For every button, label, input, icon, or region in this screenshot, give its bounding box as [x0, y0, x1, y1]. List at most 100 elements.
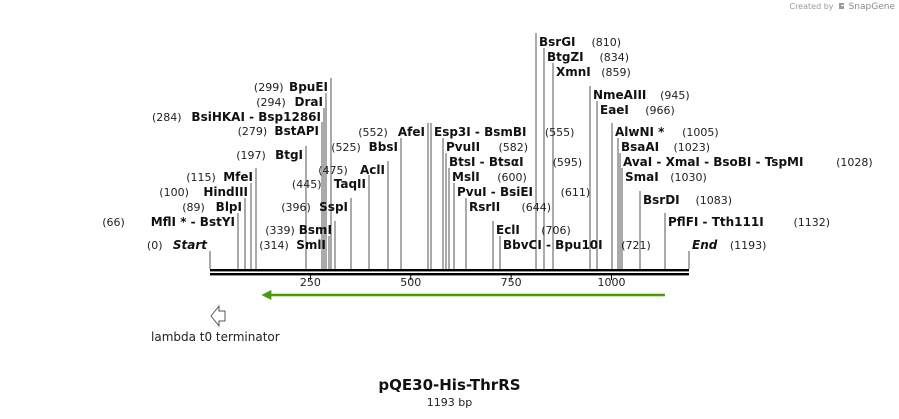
site-position: (445) [292, 178, 322, 191]
feature-label: lambda t0 terminator [151, 330, 280, 344]
start-label: Start [173, 238, 208, 252]
site-name: BlpI [216, 200, 242, 214]
site-label: BsrDI (1083) [643, 193, 732, 207]
orf-arrow [261, 290, 665, 300]
site-position: (0) [147, 239, 163, 252]
site-position: (314) [259, 239, 289, 252]
site-label: MflI * - BstYI (66) [102, 215, 235, 229]
site-label: Esp3I - BsmBI (555) [434, 125, 574, 139]
site-label: BbvCI - Bpu10I (721) [503, 238, 651, 252]
watermark-brand: SnapGene [848, 2, 895, 12]
site-lines [209, 33, 690, 269]
site-label: SspI (396) [281, 200, 348, 214]
site-label: AvaI - XmaI - BsoBI - TspMI (1028) [623, 155, 873, 169]
site-position: (279) [238, 125, 268, 138]
site-position: (294) [256, 96, 286, 109]
site-label: TaqII (445) [292, 177, 366, 191]
site-position: (966) [645, 104, 675, 117]
site-position: (1028) [836, 156, 873, 169]
site-position: (197) [236, 149, 266, 162]
site-label: MfeI (115) [186, 170, 253, 184]
orf-arrowhead-icon [261, 290, 272, 300]
site-label: Start (0) [147, 238, 208, 252]
site-position: (600) [497, 171, 527, 184]
site-name: BpuEI [289, 80, 328, 94]
site-name: MflI * - BstYI [151, 215, 235, 229]
site-label: RsrII (644) [469, 200, 551, 214]
site-position: (396) [281, 201, 311, 214]
site-label: PvuII (582) [446, 140, 528, 154]
site-name: HindIII [203, 185, 248, 199]
site-label: BsrGI (810) [539, 35, 621, 49]
site-label: SmaI (1030) [625, 170, 707, 184]
site-label: BpuEI (299) [254, 80, 328, 94]
site-name: BtgI [275, 148, 303, 162]
site-name: BsrGI [539, 35, 576, 49]
site-position: (339) [265, 224, 295, 237]
site-name: PvuII [446, 140, 480, 154]
site-label: PvuI - BsiEI (611) [457, 185, 590, 199]
site-name: BsmI [299, 223, 332, 237]
site-position: (834) [600, 51, 630, 64]
terminator-feature [210, 304, 226, 328]
site-position: (611) [561, 186, 591, 199]
site-name: MslI [452, 170, 480, 184]
site-label: BtsI - BtsαI (595) [449, 155, 582, 169]
watermark: Created by SnapGene [789, 2, 895, 12]
scale-ticks: 250 500 750 1000 [300, 275, 626, 289]
site-name: RsrII [469, 200, 500, 214]
site-position: (525) [331, 141, 361, 154]
end-label: End [692, 238, 718, 252]
plasmid-length: 1193 bp [426, 396, 473, 409]
site-label: BsiHKAI - Bsp1286I (284) [152, 110, 321, 124]
site-label: BlpI (89) [182, 200, 242, 214]
site-name: TaqII [334, 177, 366, 191]
site-name: SspI [319, 200, 348, 214]
site-name: BsrDI [643, 193, 680, 207]
site-name: BbsI [369, 140, 398, 154]
site-name: BbvCI - Bpu10I [503, 238, 603, 252]
scale-tick-label: 250 [300, 276, 321, 289]
site-label: PflFI - Tth111I (1132) [668, 215, 830, 229]
site-position: (475) [318, 164, 348, 177]
site-label: EaeI (966) [600, 103, 675, 117]
site-position: (644) [522, 201, 552, 214]
site-label: NmeAIII (945) [593, 88, 690, 102]
site-name: BstAPI [274, 124, 319, 138]
backbone [210, 269, 689, 276]
site-name: PvuI - BsiEI [457, 185, 533, 199]
site-label: BsaAI (1023) [621, 140, 710, 154]
site-position: (721) [621, 239, 651, 252]
terminator-arrow-icon [210, 304, 226, 328]
watermark-created-by: Created by [789, 2, 834, 11]
site-position: (284) [152, 111, 182, 124]
site-position: (810) [592, 36, 622, 49]
site-name: SmaI [625, 170, 659, 184]
site-label: AclI (475) [318, 163, 385, 177]
site-name: SmlI [296, 238, 326, 252]
site-name: MfeI [223, 170, 253, 184]
site-position: (1132) [794, 216, 831, 229]
snapgene-logo-icon [839, 3, 845, 9]
site-name: AclI [360, 163, 385, 177]
site-name: AfeI [398, 125, 425, 139]
site-name: AlwNI * [615, 125, 665, 139]
site-position: (89) [182, 201, 205, 214]
plasmid-name: pQE30-His-ThrRS [378, 376, 521, 394]
site-position: (859) [601, 66, 631, 79]
site-name: EaeI [600, 103, 629, 117]
site-position: (1193) [730, 239, 767, 252]
site-label: BsmI (339) [265, 223, 332, 237]
site-label: EclI (706) [496, 223, 571, 237]
site-position: (100) [159, 186, 189, 199]
site-name: Esp3I - BsmBI [434, 125, 526, 139]
backbone-bottom-strand [210, 273, 689, 276]
site-label: MslI (600) [452, 170, 527, 184]
site-name: NmeAIII [593, 88, 646, 102]
site-name: EclI [496, 223, 520, 237]
site-label: DraI (294) [256, 95, 323, 109]
site-position: (1023) [674, 141, 711, 154]
site-position: (66) [102, 216, 125, 229]
